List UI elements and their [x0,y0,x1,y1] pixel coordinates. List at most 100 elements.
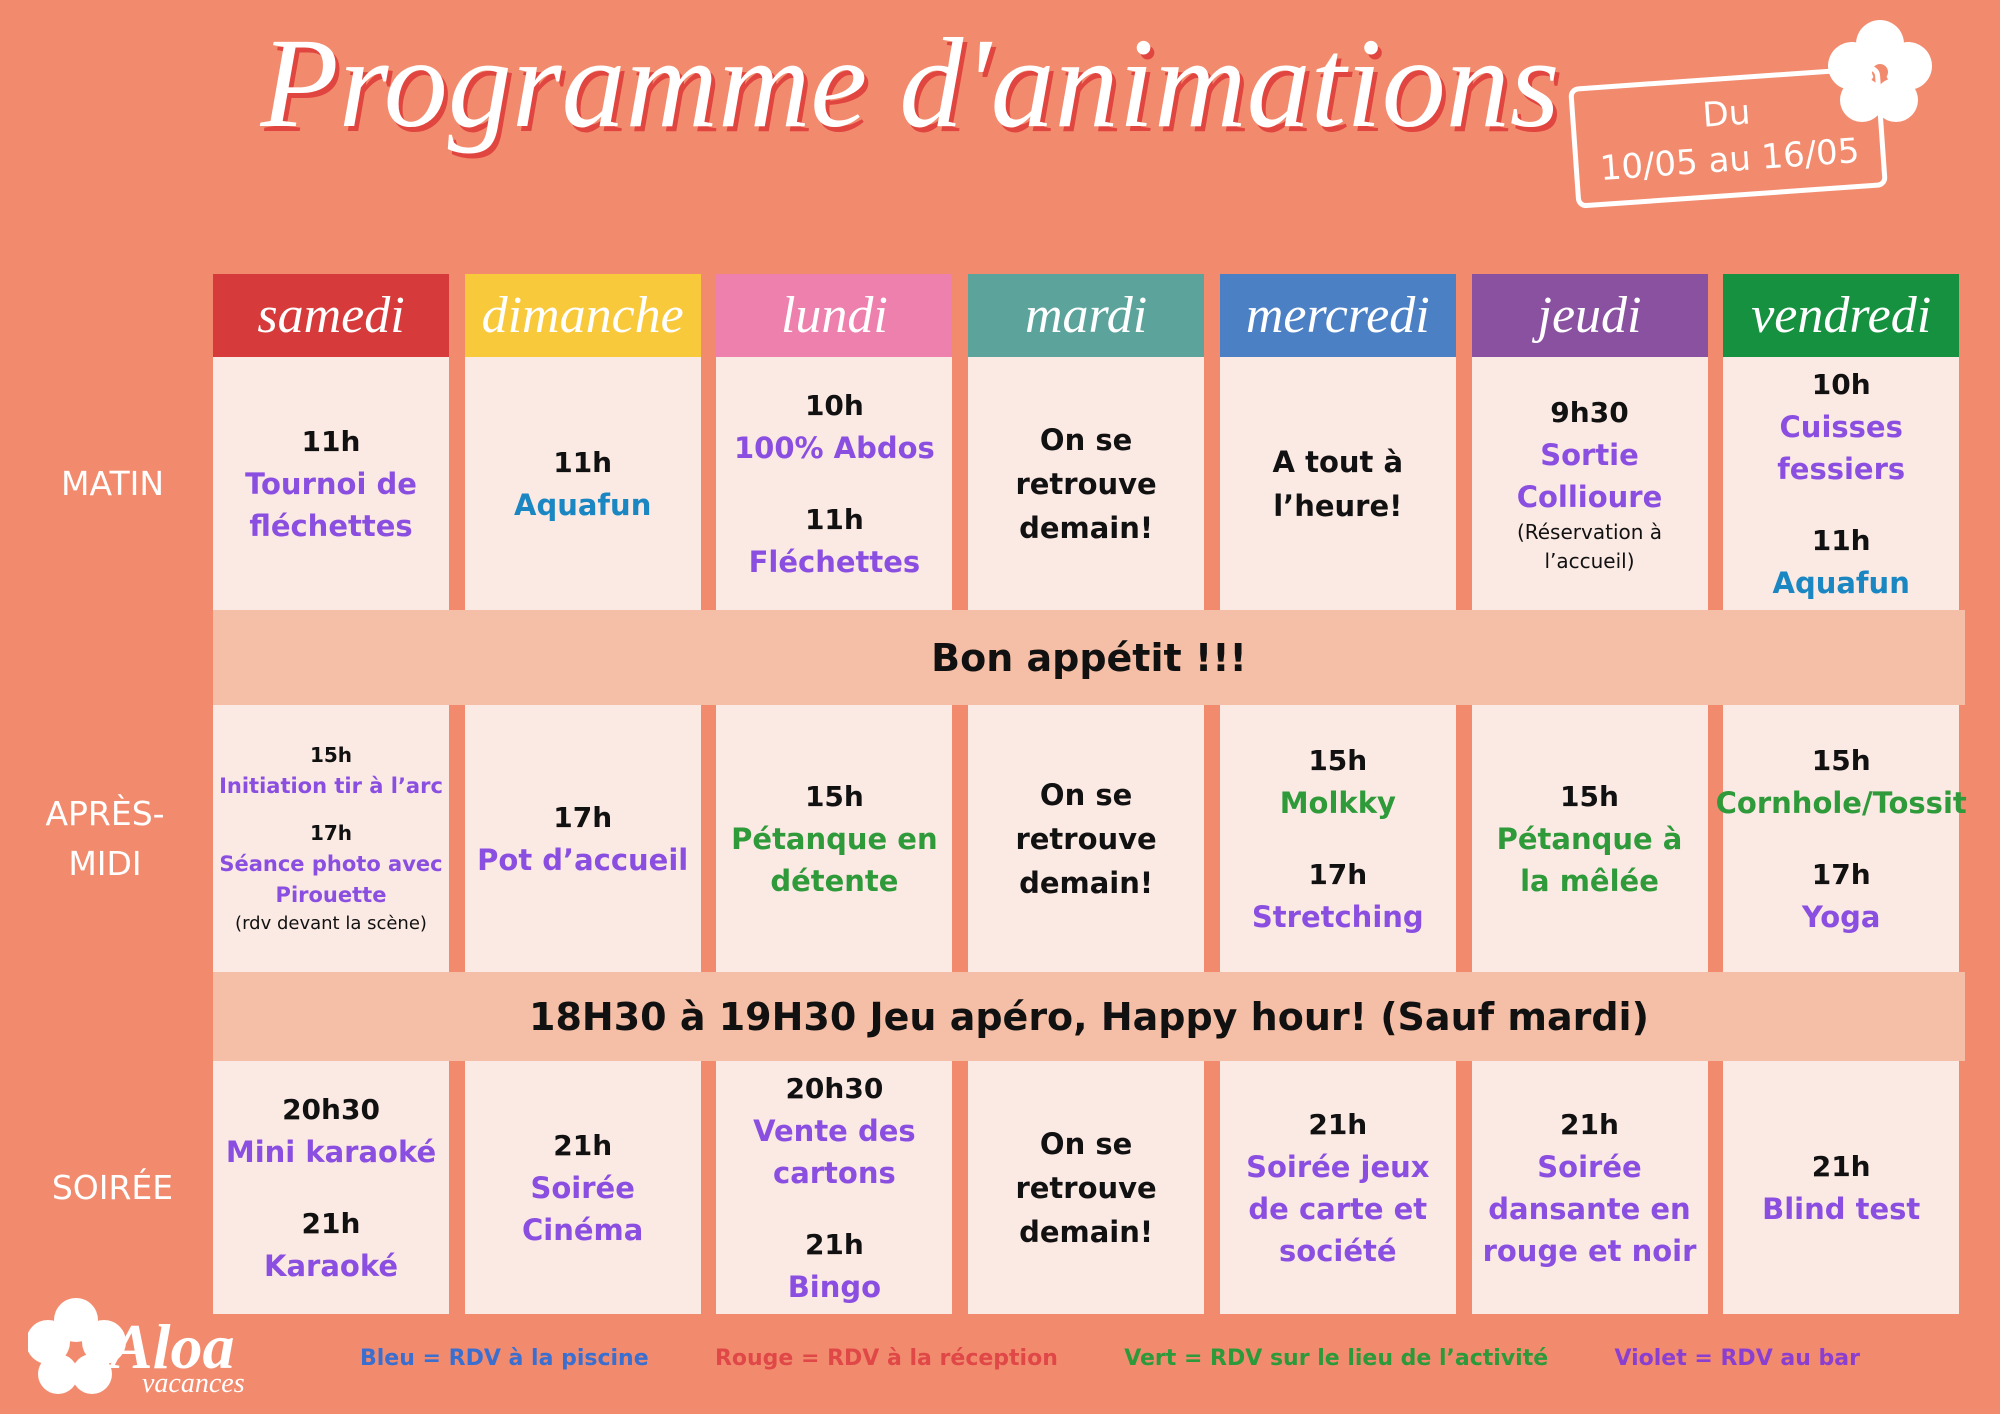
cell: 20h30 Vente des cartons 21h Bingo [716,1061,953,1314]
cell-line: 15h [804,779,864,813]
logo-flower [28,1298,126,1394]
cell-line: 11h [804,502,864,536]
cell: A tout à l’heure! [1219,357,1456,610]
logo-name: Aloa [110,1311,235,1382]
cell-line: 21h [1560,1107,1619,1141]
date-badge: Du 10/05 au 16/05 [1568,65,1888,209]
cell-line: Séance photo avec Pirouette [219,852,443,907]
cell: 20h30 Mini karaoké 21h Karaoké [213,1061,449,1314]
cell-line: 9h30 [1550,395,1629,429]
cell: 11h Tournoi de fléchettes [213,357,449,610]
cell: 21h Soirée Cinéma [464,1061,701,1314]
cell: 15h Molkky 17h Stretching [1219,705,1456,972]
cell-line: On se retrouve demain! [1015,422,1157,545]
period-label: MATIN [60,463,165,503]
cell-group: 21h Soirée jeux de carte et société [1226,1104,1450,1272]
cell-line: 100% Abdos [733,430,935,465]
cell-line: 20h30 [282,1092,380,1126]
cell-group: 21h Soirée Cinéma [471,1125,695,1251]
cell-line: Pétanque en détente [731,821,938,898]
cell-group: 17h Séance photo avec Pirouette (rdv devan… [219,818,443,937]
cell: 10h 100% Abdos 11h Fléchettes [716,357,953,610]
day-header: samedi [213,274,449,357]
cell-line: Sortie Collioure [1516,437,1663,514]
cell-line: 21h [804,1227,864,1261]
cell-group: On se retrouve demain! [974,418,1198,550]
cell-line: Bingo [787,1269,882,1304]
cell-group: 20h30 Vente des cartons [722,1068,946,1194]
cell-line: 15h [1560,779,1619,813]
period-label: SOIRÉE [51,1167,174,1207]
cell-group: 9h30 Sortie Collioure (Réservation à l’acc… [1478,392,1702,576]
cell-line: Stretching [1251,899,1424,934]
cell: 17h Pot d’accueil [464,705,701,972]
cell-line: Soirée dansante en rouge et noir [1482,1149,1697,1268]
day-header: dimanche [464,274,701,357]
cell-group: 11h Tournoi de fléchettes [219,421,443,547]
cell-group: 17h Pot d’accueil [477,797,688,881]
period-label: APRÈS-MIDI [45,793,165,883]
cell-line: Fléchettes [748,544,921,579]
cell-line: Soirée Cinéma [522,1170,644,1247]
cell-group: 15h Cornhole/Tossit [1716,740,1967,824]
cell: 21h Soirée jeux de carte et société [1219,1061,1456,1314]
cell-line: Yoga [1801,899,1881,934]
cell-group: On se retrouve demain! [974,773,1198,905]
cell-group: 11h Aquafun [1773,520,1910,604]
cell-line: Karaoké [263,1248,398,1283]
cell: On se retrouve demain! [968,705,1205,972]
cell-line: 11h [301,424,361,458]
cell-line: Blind test [1762,1191,1921,1226]
cell: 21h Blind test [1723,1061,1960,1314]
cell-line: 21h [1811,1149,1871,1183]
cell-line: 20h30 [785,1071,884,1105]
cell: On se retrouve demain! [968,1061,1205,1314]
cell-line: Soirée jeux de carte et société [1246,1149,1430,1268]
cell: 10h Cuisses fessiers 11h Aquafun [1723,357,1960,610]
cell-line: Initiation tir à l’arc [219,774,443,798]
cell-line: On se retrouve demain! [1015,777,1157,900]
cell-group: 17h Stretching [1252,854,1424,938]
cell-line: Cuisses fessiers [1777,409,1906,486]
cell-line: 17h [1308,857,1368,891]
cell-group: 21h Blind test [1762,1146,1920,1230]
cell-group: 15h Pétanque en détente [722,776,946,902]
cell-line: 10h [1811,367,1871,401]
cell-line: 15h [309,743,353,767]
banner: Bon appétit !!! [213,610,1965,705]
cell-line: (Réservation à l’accueil) [1516,519,1663,573]
cell-line: 11h [1811,523,1871,557]
cell-line: Molkky [1279,785,1396,820]
cell: 21h Soirée dansante en rouge et noir [1471,1061,1708,1314]
cell-group: 15h Pétanque à la mêlée [1478,776,1702,902]
cell-line: 17h [309,821,353,845]
cell-line: 17h [1811,857,1871,891]
day-header: vendredi [1723,274,1960,357]
cell: 15h Pétanque en détente [716,705,953,972]
cell: 15h Cornhole/Tossit 17h Yoga [1716,705,1967,972]
cell-line: Vente des cartons [753,1113,916,1190]
cell-line: Aquafun [1772,565,1910,600]
day-header: mardi [968,274,1205,357]
cell-line: 21h [1308,1107,1368,1141]
cell-group: A tout à l’heure! [1226,440,1450,528]
day-header: jeudi [1471,274,1708,357]
cell-group: 15h Initiation tir à l’arc [219,740,443,802]
legend: Bleu = RDV à la piscine Rouge = RDV à la … [360,1346,1860,1371]
cell-line: Aquafun [514,487,652,522]
cell-group: 21h Karaoké [264,1203,398,1287]
cell-line: Mini karaoké [225,1134,437,1169]
cell-group: 17h Yoga [1802,854,1881,938]
cell-group: 15h Molkky [1280,740,1396,824]
hibiscus-icon [1828,20,1932,122]
cell-line: Pétanque à la mêlée [1496,821,1683,898]
cell: 15h Initiation tir à l’arc 17h Séance photo… [213,705,449,972]
cell-line: (rdv devant la scène) [235,913,427,934]
legend-item: Vert = RDV sur le lieu de l’activité [1124,1346,1549,1371]
cell-line: Cornhole/Tossit [1715,785,1967,820]
cell: On se retrouve demain! [968,357,1205,610]
cell-line: 15h [1811,743,1871,777]
cell-line: 21h [553,1128,613,1162]
cell-line: 15h [1308,743,1368,777]
day-header: lundi [716,274,953,357]
